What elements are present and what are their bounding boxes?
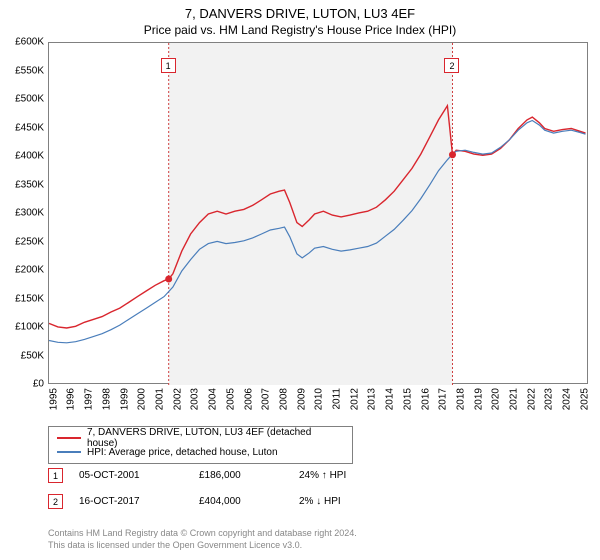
x-tick-label: 2023 (544, 388, 555, 410)
y-tick-label: £400K (0, 151, 44, 162)
y-tick-label: £50K (0, 350, 44, 361)
sale-index-box: 2 (48, 494, 63, 509)
sale-price: £404,000 (199, 496, 299, 507)
chart-svg (49, 43, 589, 385)
footnote-1: Contains HM Land Registry data © Crown c… (48, 528, 357, 538)
x-tick-label: 2020 (491, 388, 502, 410)
legend-swatch (57, 437, 81, 439)
x-tick-label: 1999 (119, 388, 130, 410)
x-tick-label: 2012 (349, 388, 360, 410)
x-tick-label: 2007 (260, 388, 271, 410)
x-tick-label: 2011 (331, 388, 342, 410)
x-tick-label: 2001 (154, 388, 165, 410)
x-tick-label: 2013 (367, 388, 378, 410)
x-tick-label: 1997 (83, 388, 94, 410)
y-tick-label: £0 (0, 379, 44, 390)
y-tick-label: £350K (0, 179, 44, 190)
x-tick-label: 2002 (172, 388, 183, 410)
y-tick-label: £600K (0, 37, 44, 48)
footnote-2: This data is licensed under the Open Gov… (48, 540, 302, 550)
sale-marker-1: 1 (161, 58, 176, 73)
x-tick-label: 1996 (66, 388, 77, 410)
x-tick-label: 2003 (190, 388, 201, 410)
y-tick-label: £500K (0, 94, 44, 105)
chart-title: 7, DANVERS DRIVE, LUTON, LU3 4EF (0, 0, 600, 21)
legend-item: 7, DANVERS DRIVE, LUTON, LU3 4EF (detach… (57, 431, 344, 445)
x-tick-label: 2005 (225, 388, 236, 410)
sale-date: 05-OCT-2001 (79, 470, 199, 481)
x-tick-label: 1998 (101, 388, 112, 410)
y-tick-label: £450K (0, 122, 44, 133)
chart-subtitle: Price paid vs. HM Land Registry's House … (0, 21, 600, 37)
y-tick-label: £200K (0, 265, 44, 276)
legend-label: HPI: Average price, detached house, Luto… (87, 447, 278, 458)
x-tick-label: 1995 (48, 388, 59, 410)
sale-diff: 2% ↓ HPI (299, 496, 341, 507)
y-tick-label: £550K (0, 65, 44, 76)
x-tick-label: 2010 (314, 388, 325, 410)
x-tick-label: 2000 (137, 388, 148, 410)
sale-diff: 24% ↑ HPI (299, 470, 346, 481)
x-tick-label: 2016 (420, 388, 431, 410)
x-tick-label: 2014 (384, 388, 395, 410)
x-tick-label: 2008 (278, 388, 289, 410)
chart-container: 7, DANVERS DRIVE, LUTON, LU3 4EF Price p… (0, 0, 600, 560)
plot-area (48, 42, 588, 384)
x-tick-label: 2004 (207, 388, 218, 410)
legend-swatch (57, 451, 81, 453)
x-tick-label: 2015 (402, 388, 413, 410)
x-tick-label: 2024 (561, 388, 572, 410)
y-tick-label: £100K (0, 322, 44, 333)
x-tick-label: 2025 (579, 388, 590, 410)
legend: 7, DANVERS DRIVE, LUTON, LU3 4EF (detach… (48, 426, 353, 464)
sale-date: 16-OCT-2017 (79, 496, 199, 507)
x-tick-label: 2019 (473, 388, 484, 410)
x-tick-label: 2021 (508, 388, 519, 410)
sale-index-box: 1 (48, 468, 63, 483)
x-tick-label: 2009 (296, 388, 307, 410)
y-tick-label: £250K (0, 236, 44, 247)
x-tick-label: 2022 (526, 388, 537, 410)
sale-row: 2 16-OCT-2017£404,0002% ↓ HPI (48, 494, 341, 509)
y-tick-label: £150K (0, 293, 44, 304)
y-tick-label: £300K (0, 208, 44, 219)
sale-row: 1 05-OCT-2001£186,00024% ↑ HPI (48, 468, 346, 483)
sale-marker-2: 2 (444, 58, 459, 73)
x-tick-label: 2006 (243, 388, 254, 410)
x-tick-label: 2017 (438, 388, 449, 410)
x-tick-label: 2018 (455, 388, 466, 410)
sale-price: £186,000 (199, 470, 299, 481)
